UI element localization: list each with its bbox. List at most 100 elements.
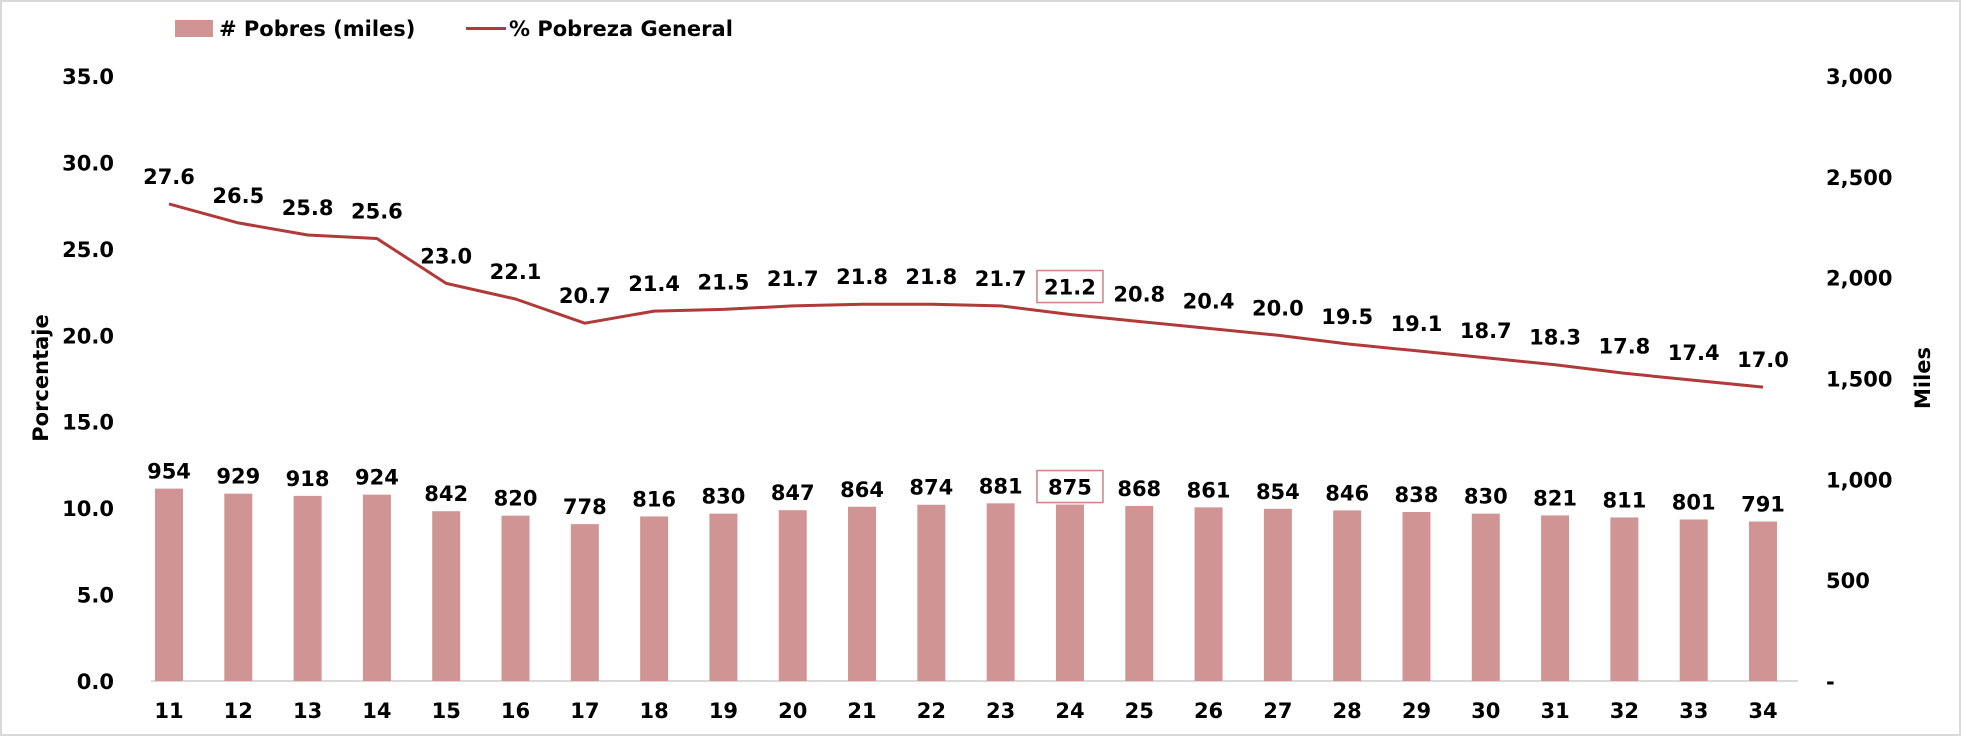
poverty-rate-line	[168, 202, 1764, 389]
bar	[1125, 505, 1154, 681]
right-axis-title: Miles	[1911, 347, 1935, 409]
left-axis-ticks: 0.0 5.0 10.0 15.0 20.0 25.0 30.0 35.0	[62, 65, 114, 694]
bar	[1194, 507, 1223, 681]
x-tick-label: 32	[1610, 699, 1639, 723]
line-value-label: 21.2	[1044, 276, 1096, 300]
line-data-labels: 27.6 26.5 25.8 25.6 23.0 22.1 20.7 21.4 21.5 21.7…	[143, 165, 1789, 372]
bar-value-label: 929	[216, 465, 260, 489]
line-value-label: 26.5	[212, 184, 264, 208]
bar	[1263, 508, 1292, 681]
line-value-label: 18.3	[1529, 326, 1581, 350]
left-tick-label: 35.0	[62, 65, 114, 89]
x-tick-label: 17	[570, 699, 599, 723]
left-tick-label: 5.0	[77, 584, 114, 608]
bar	[362, 494, 391, 681]
x-tick-label: 30	[1471, 699, 1500, 723]
bar	[1541, 515, 1570, 681]
bar	[293, 495, 322, 681]
line-value-label: 21.7	[975, 267, 1027, 291]
line-value-label: 17.0	[1737, 348, 1789, 372]
bar	[1055, 504, 1084, 681]
bar	[1471, 513, 1500, 681]
bar-data-labels: 954 929 918 924 842 820 778 816 830 847 864 874 881 8…	[147, 460, 1785, 519]
bar	[1610, 517, 1639, 681]
bar-value-label: 791	[1741, 492, 1785, 516]
x-tick-label: 24	[1055, 699, 1084, 723]
x-tick-label: 23	[986, 699, 1015, 723]
bar	[778, 510, 807, 681]
bar	[1402, 512, 1431, 681]
left-tick-label: 20.0	[62, 324, 114, 348]
line-value-label: 27.6	[143, 165, 195, 189]
bar	[570, 524, 599, 681]
line-value-label: 19.5	[1321, 305, 1373, 329]
right-tick-label: 1,000	[1826, 468, 1892, 492]
line-value-label: 21.7	[767, 267, 819, 291]
line-value-label: 17.8	[1598, 334, 1650, 358]
legend-line-label: % Pobreza General	[509, 17, 733, 41]
bar-value-label: 816	[632, 487, 676, 511]
x-axis-ticks: 11 12 13 14 15 16 17 18 19 20 21 22 23 24 25 26 27 28 29 30…	[154, 699, 1777, 723]
legend-bar-swatch	[175, 20, 213, 37]
line-value-label: 21.8	[836, 265, 888, 289]
bar-value-label: 924	[355, 466, 399, 490]
bar-value-label: 820	[494, 487, 538, 511]
x-tick-label: 16	[501, 699, 530, 723]
bar	[1333, 510, 1362, 681]
line-value-label: 25.8	[282, 196, 334, 220]
line-value-label: 22.1	[490, 260, 542, 284]
right-tick-label: 2,500	[1826, 166, 1892, 190]
line-value-label: 17.4	[1668, 341, 1720, 365]
bar-value-label: 881	[979, 474, 1023, 498]
bar	[848, 506, 877, 681]
bar-value-label: 861	[1187, 478, 1231, 502]
line-value-label: 21.5	[698, 270, 750, 294]
line-series	[168, 202, 1764, 389]
line-value-label: 20.4	[1183, 289, 1235, 313]
left-tick-label: 25.0	[62, 238, 114, 262]
x-tick-label: 18	[640, 699, 669, 723]
x-tick-label: 22	[917, 699, 946, 723]
left-tick-label: 0.0	[77, 670, 114, 694]
x-tick-label: 11	[154, 699, 183, 723]
right-axis-ticks: - 500 1,000 1,500 2,000 2,500 3,000	[1826, 65, 1892, 694]
bar	[432, 511, 461, 681]
bar	[224, 493, 253, 681]
line-value-label: 20.7	[559, 284, 611, 308]
bar-value-label: 868	[1117, 477, 1161, 501]
bar-value-label: 875	[1048, 476, 1092, 500]
bar-value-label: 864	[840, 478, 884, 502]
bar-value-label: 954	[147, 460, 191, 484]
line-value-label: 23.0	[420, 244, 472, 268]
bar-value-label: 830	[1464, 485, 1508, 509]
bar-value-label: 918	[286, 467, 330, 491]
bar-value-label: 821	[1533, 486, 1577, 510]
bar	[1679, 519, 1708, 681]
x-tick-label: 29	[1402, 699, 1431, 723]
bar	[155, 488, 183, 681]
highlight-box	[1036, 269, 1104, 304]
bar	[709, 513, 738, 681]
line-value-label: 20.0	[1252, 296, 1304, 320]
right-tick-label: 3,000	[1826, 65, 1892, 89]
line-value-label: 25.6	[351, 199, 403, 223]
x-tick-label: 20	[778, 699, 807, 723]
bars	[155, 488, 1777, 681]
bar	[501, 515, 530, 681]
x-tick-label: 15	[432, 699, 461, 723]
x-tick-label: 25	[1125, 699, 1154, 723]
bar-value-label: 842	[424, 482, 468, 506]
x-tick-label: 12	[224, 699, 253, 723]
right-tick-label: -	[1826, 670, 1835, 694]
bar-value-label: 846	[1325, 481, 1369, 505]
x-tick-label: 33	[1679, 699, 1708, 723]
bar-value-label: 778	[563, 495, 607, 519]
x-tick-label: 13	[293, 699, 322, 723]
line-value-label: 19.1	[1391, 312, 1443, 336]
right-tick-label: 1,500	[1826, 368, 1892, 392]
x-tick-label: 31	[1540, 699, 1569, 723]
x-tick-label: 19	[709, 699, 738, 723]
bar	[1749, 521, 1777, 681]
line-value-label: 21.8	[905, 265, 957, 289]
